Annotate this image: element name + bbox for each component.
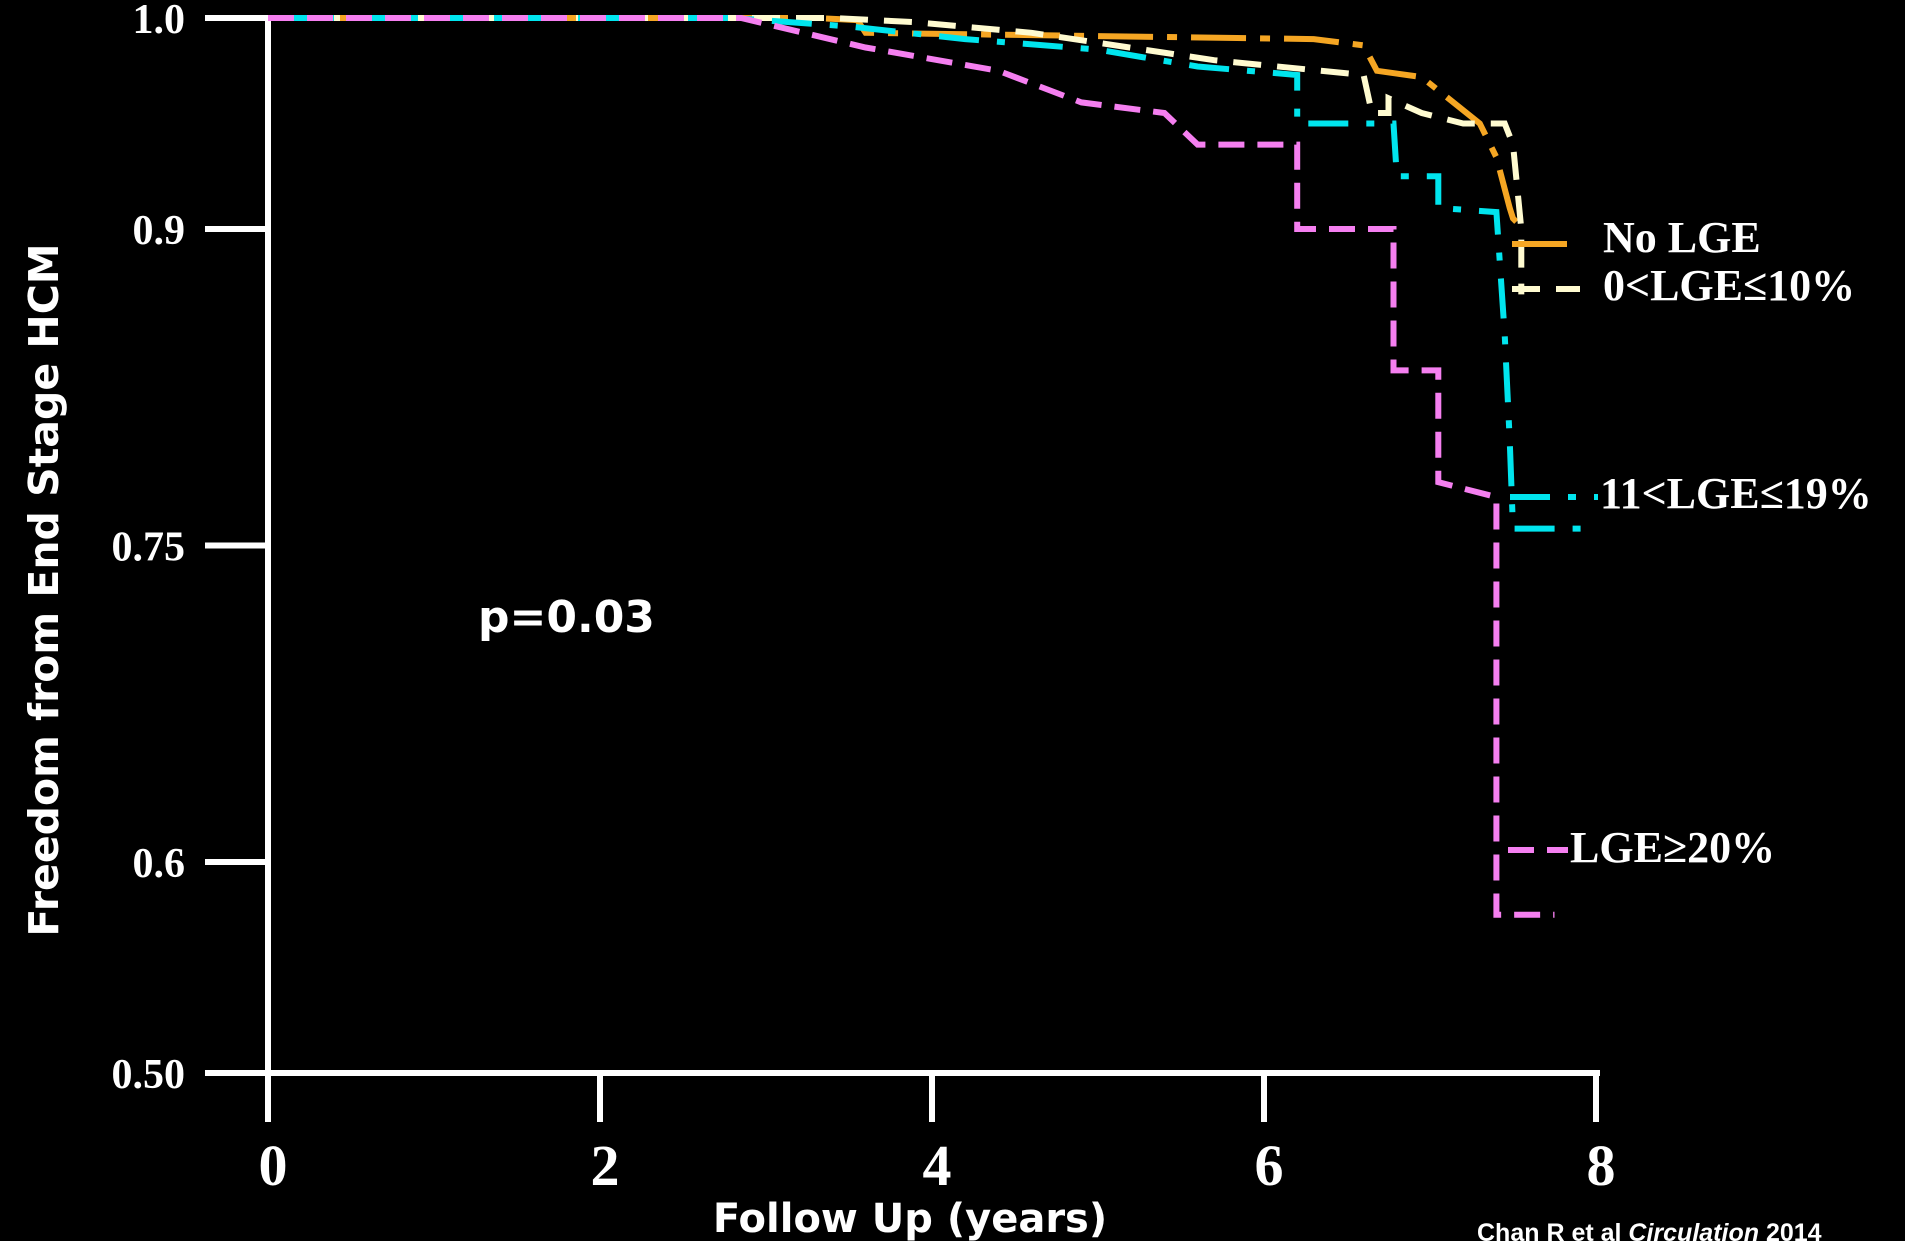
x-tick-label: 4 bbox=[923, 1133, 952, 1198]
legend-label-1: No LGE bbox=[1603, 213, 1761, 262]
x-tick-label: 8 bbox=[1587, 1133, 1616, 1198]
legend-label-3: 11<LGE≤19% bbox=[1600, 469, 1872, 518]
legend-label-2: 0<LGE≤10% bbox=[1603, 261, 1855, 310]
x-tick-label: 2 bbox=[591, 1133, 620, 1198]
x-tick-label: 6 bbox=[1255, 1133, 1284, 1198]
x-ticks: 0 2 4 6 8 bbox=[259, 1073, 1616, 1198]
legend-label-4: LGE≥20% bbox=[1570, 823, 1775, 872]
y-tick-label: 0.50 bbox=[112, 1052, 186, 1098]
series-line-3 bbox=[268, 15, 1588, 532]
survival-curves bbox=[268, 15, 1588, 918]
p-value-annotation: p=0.03 bbox=[478, 592, 655, 643]
y-ticks: 1.0 0.9 0.75 0.6 0.50 bbox=[112, 0, 268, 1098]
y-tick-label: 0.6 bbox=[133, 841, 186, 887]
axes bbox=[265, 18, 1600, 1076]
y-tick-label: 0.9 bbox=[133, 208, 186, 254]
x-tick-label: 0 bbox=[259, 1133, 288, 1198]
series-line-2 bbox=[268, 15, 1525, 295]
citation-year: 2014 bbox=[1759, 1219, 1822, 1241]
y-axis-title: Freedom from End Stage HCM bbox=[20, 243, 68, 936]
x-axis-title: Follow Up (years) bbox=[713, 1196, 1107, 1241]
y-tick-label: 1.0 bbox=[133, 0, 186, 43]
citation-journal: Circulation bbox=[1628, 1219, 1759, 1241]
series-line-4 bbox=[268, 15, 1555, 918]
y-tick-label: 0.75 bbox=[112, 525, 186, 571]
citation-authors: Chan R et al bbox=[1477, 1219, 1628, 1241]
citation: Chan R et al Circulation 2014 bbox=[1477, 1219, 1822, 1241]
